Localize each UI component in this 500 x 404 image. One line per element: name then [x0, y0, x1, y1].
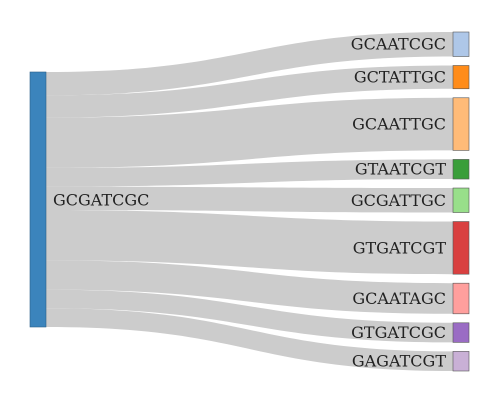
- sankey-links: [46, 32, 453, 371]
- target-node-gcaattgc: [452, 97, 470, 151]
- sankey-link-gcgattgc: [46, 186, 453, 213]
- target-label: GTGATCGT: [353, 238, 447, 257]
- target-node-gagatcgt: [452, 351, 470, 372]
- target-label: GCAATTGC: [352, 115, 446, 134]
- sankey-nodes: [29, 31, 470, 372]
- source-label: GCGATCGC: [53, 191, 149, 210]
- sankey-link-gtgatcgt: [46, 210, 453, 275]
- target-node-gtgatcgc: [452, 322, 470, 343]
- target-label: GCAATAGC: [352, 289, 446, 308]
- target-label: GTAATCGT: [355, 160, 447, 179]
- target-label: GCGATTGC: [351, 191, 446, 210]
- target-node-gctattgc: [452, 65, 470, 90]
- sankey-link-gcaattgc: [46, 97, 453, 168]
- sankey-link-gtaatcgt: [46, 159, 453, 187]
- target-node-gtaatcgt: [452, 159, 470, 180]
- sankey-link-gagatcgt: [46, 308, 453, 371]
- target-node-gcgattgc: [452, 187, 470, 213]
- sankey-link-gcaatcgc: [46, 32, 453, 96]
- sankey-link-gcaatagc: [46, 260, 453, 314]
- target-node-gcaatcgc: [452, 31, 470, 57]
- target-node-gtgatcgt: [452, 221, 470, 275]
- target-label: GTGATCGC: [351, 323, 446, 342]
- sankey-link-gtgatcgc: [46, 289, 453, 343]
- sankey-link-gctattgc: [46, 65, 453, 118]
- target-label: GCAATCGC: [351, 35, 446, 54]
- target-label: GAGATCGT: [352, 352, 446, 371]
- target-node-gcaatagc: [452, 282, 470, 315]
- source-node: [29, 71, 47, 328]
- target-label: GCTATTGC: [354, 68, 446, 87]
- sankey-labels: GCAATCGC GCTATTGC GCAATTGC GTAATCGT GCGATTGC…: [53, 35, 446, 371]
